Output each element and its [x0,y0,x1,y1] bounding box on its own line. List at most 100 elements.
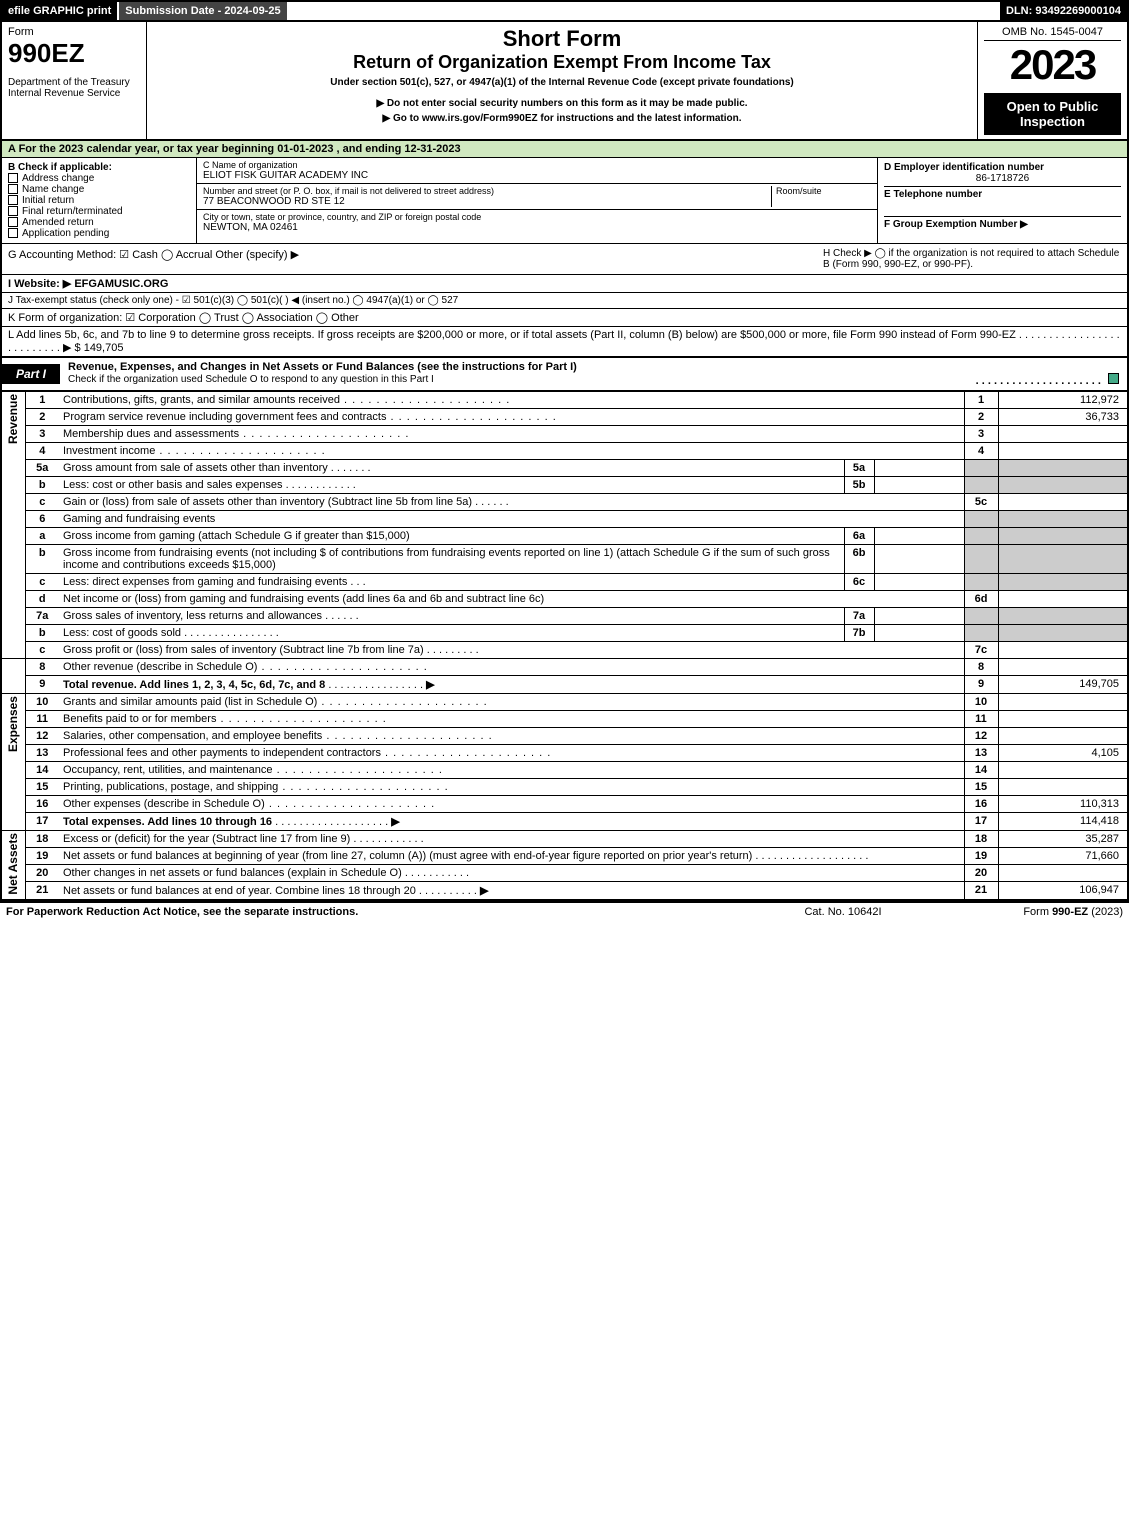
line19-desc: Net assets or fund balances at beginning… [63,850,752,862]
h-schedule-b: H Check ▶ ◯ if the organization is not r… [817,244,1127,274]
e-tel-value [884,200,1121,214]
line14-num: 14 [25,762,59,779]
c-org-name: ELIOT FISK GUITAR ACADEMY INC [203,170,871,181]
line19-num: 19 [25,848,59,865]
line17-rnum: 17 [964,813,998,831]
line7b-mini: 7b [844,625,874,642]
line10-desc: Grants and similar amounts paid (list in… [63,696,317,708]
line16-rnum: 16 [964,796,998,813]
i-website-text[interactable]: I Website: ▶ EFGAMUSIC.ORG [8,278,168,290]
line5a-mini: 5a [844,460,874,477]
line15-desc: Printing, publications, postage, and shi… [63,781,278,793]
line1-amt: 112,972 [998,392,1128,409]
l-gross-receipts: L Add lines 5b, 6c, and 7b to line 9 to … [0,327,1129,357]
line6c-mini: 6c [844,574,874,591]
line4-rnum: 4 [964,443,998,460]
line21-rnum: 21 [964,882,998,901]
line6b-val [874,545,964,574]
side-revenue: Revenue [1,392,25,659]
lbl-application-pending: Application pending [22,228,109,239]
line2-amt: 36,733 [998,409,1128,426]
line5a-desc: Gross amount from sale of assets other t… [63,462,328,474]
part1-table: Revenue 1 Contributions, gifts, grants, … [0,392,1129,901]
line5b-mini: 5b [844,477,874,494]
line20-rnum: 20 [964,865,998,882]
line9-rnum: 9 [964,676,998,694]
line17-num: 17 [25,813,59,831]
title-return: Return of Organization Exempt From Incom… [157,52,967,73]
top-bar: efile GRAPHIC print Submission Date - 20… [0,0,1129,22]
line12-rnum: 12 [964,728,998,745]
col-c-org-info: C Name of organization ELIOT FISK GUITAR… [197,158,877,243]
line6a-desc: Gross income from gaming (attach Schedul… [59,528,844,545]
c-addr: 77 BEACONWOOD RD STE 12 [203,196,771,207]
section-a-tax-year: A For the 2023 calendar year, or tax yea… [0,141,1129,158]
line18-rnum: 18 [964,831,998,848]
efile-print-button[interactable]: efile GRAPHIC print [2,2,117,20]
page-footer: For Paperwork Reduction Act Notice, see … [0,901,1129,921]
chk-initial-return[interactable]: Initial return [8,195,190,206]
col-def: D Employer identification number 86-1718… [877,158,1127,243]
line16-amt: 110,313 [998,796,1128,813]
chk-amended-return[interactable]: Amended return [8,217,190,228]
line17-desc: Total expenses. Add lines 10 through 16 [63,816,272,828]
line6c-ashade [998,574,1128,591]
line7b-ashade [998,625,1128,642]
part1-sub: Check if the organization used Schedule … [68,374,434,385]
line6b-mini: 6b [844,545,874,574]
line5b-ashade [998,477,1128,494]
line16-desc: Other expenses (describe in Schedule O) [63,798,265,810]
line8-rnum: 8 [964,659,998,676]
goto-link[interactable]: ▶ Go to www.irs.gov/Form990EZ for instru… [157,113,967,124]
chk-name-change[interactable]: Name change [8,184,190,195]
line11-rnum: 11 [964,711,998,728]
footer-formref: Form 990-EZ (2023) [943,906,1123,918]
f-group-label: F Group Exemption Number ▶ [884,216,1121,230]
line19-rnum: 19 [964,848,998,865]
line16-num: 16 [25,796,59,813]
line7c-rnum: 7c [964,642,998,659]
line6b-ashade [998,545,1128,574]
open-inspection-box: Open to Public Inspection [984,93,1121,135]
chk-address-change[interactable]: Address change [8,173,190,184]
part1-checkbox[interactable] [1108,373,1119,384]
line6a-rshade [964,528,998,545]
c-city: NEWTON, MA 02461 [203,222,871,233]
topbar-spacer [287,2,1000,20]
line5a-num: 5a [25,460,59,477]
c-room-label: Room/suite [776,186,871,196]
line7a-val [874,608,964,625]
line3-num: 3 [25,426,59,443]
line6d-amt [998,591,1128,608]
line8-desc: Other revenue (describe in Schedule O) [63,661,257,673]
i-website: I Website: ▶ EFGAMUSIC.ORG [0,275,1129,293]
subtitle: Under section 501(c), 527, or 4947(a)(1)… [157,77,967,88]
line8-num: 8 [25,659,59,676]
chk-final-return[interactable]: Final return/terminated [8,206,190,217]
line10-num: 10 [25,694,59,711]
title-short-form: Short Form [157,26,967,52]
line6-rshade [964,511,998,528]
b-label: B Check if applicable: [8,162,190,173]
lbl-address-change: Address change [22,173,94,184]
line9-num: 9 [25,676,59,694]
line7c-num: c [25,642,59,659]
line15-amt [998,779,1128,796]
line10-amt [998,694,1128,711]
line18-desc: Excess or (deficit) for the year (Subtra… [63,833,350,845]
footer-paperwork: For Paperwork Reduction Act Notice, see … [6,906,743,918]
line2-desc: Program service revenue including govern… [63,411,386,423]
chk-application-pending[interactable]: Application pending [8,228,190,239]
line5b-desc: Less: cost or other basis and sales expe… [63,479,283,491]
line5b-rshade [964,477,998,494]
e-tel-label: E Telephone number [884,186,1121,200]
line21-num: 21 [25,882,59,901]
line5c-amt [998,494,1128,511]
line11-amt [998,711,1128,728]
line6d-rnum: 6d [964,591,998,608]
header-mid: Short Form Return of Organization Exempt… [147,22,977,139]
line13-amt: 4,105 [998,745,1128,762]
d-ein-label: D Employer identification number [884,162,1121,173]
line6b-rshade [964,545,998,574]
part1-tab: Part I [2,364,60,384]
